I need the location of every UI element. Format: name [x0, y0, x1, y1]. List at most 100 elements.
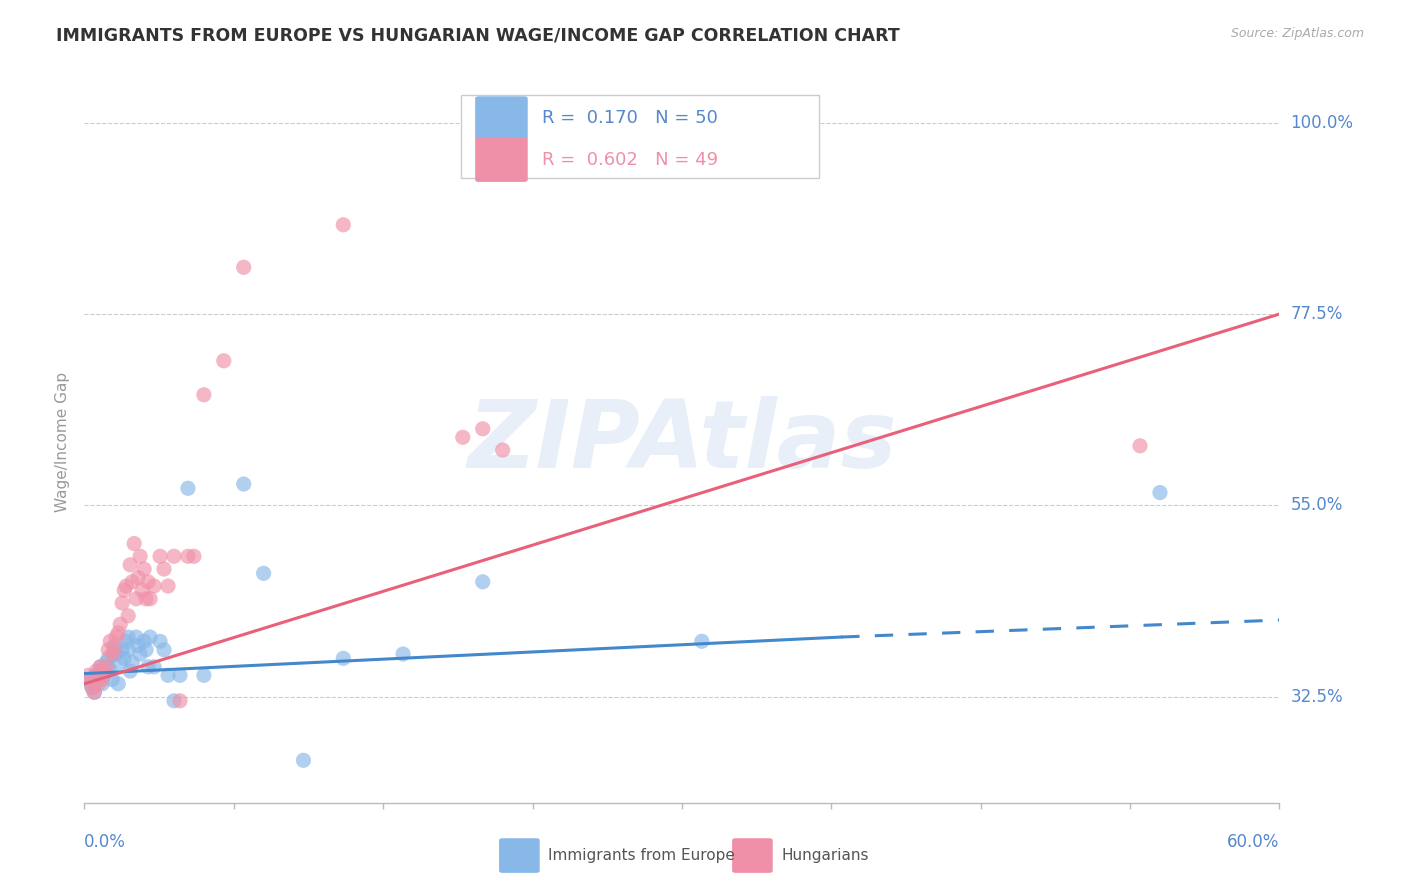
- Point: [153, 642, 176, 657]
- Point: [143, 579, 166, 593]
- Point: [87, 677, 110, 691]
- Point: [87, 673, 110, 687]
- Point: [132, 562, 156, 576]
- Point: [125, 630, 148, 644]
- Point: [121, 574, 143, 589]
- Point: [77, 673, 100, 687]
- Point: [111, 642, 134, 657]
- Point: [103, 647, 125, 661]
- Point: [77, 668, 100, 682]
- Point: [169, 668, 191, 682]
- Point: [451, 430, 474, 444]
- Point: [232, 260, 254, 275]
- Point: [110, 617, 132, 632]
- Point: [101, 647, 124, 661]
- Point: [96, 656, 118, 670]
- Text: Source: ZipAtlas.com: Source: ZipAtlas.com: [1230, 27, 1364, 40]
- Point: [157, 668, 180, 682]
- Point: [149, 634, 172, 648]
- Text: Immigrants from Europe: Immigrants from Europe: [548, 848, 735, 863]
- Point: [101, 673, 124, 687]
- Point: [89, 664, 111, 678]
- Point: [83, 685, 105, 699]
- Y-axis label: Wage/Income Gap: Wage/Income Gap: [55, 371, 70, 512]
- Point: [232, 477, 254, 491]
- Point: [97, 660, 120, 674]
- Point: [83, 685, 105, 699]
- Point: [177, 481, 200, 495]
- Point: [193, 388, 215, 402]
- Point: [129, 549, 152, 564]
- Point: [253, 566, 276, 581]
- Point: [91, 677, 114, 691]
- Text: Hungarians: Hungarians: [782, 848, 869, 863]
- Point: [1149, 485, 1171, 500]
- Text: 77.5%: 77.5%: [1291, 305, 1343, 323]
- Point: [131, 583, 153, 598]
- Point: [136, 660, 159, 674]
- Point: [105, 630, 128, 644]
- Point: [98, 664, 121, 678]
- Point: [79, 673, 101, 687]
- Point: [120, 664, 142, 678]
- Point: [103, 639, 125, 653]
- Point: [97, 651, 120, 665]
- Point: [122, 536, 145, 550]
- Point: [690, 634, 713, 648]
- Point: [82, 681, 104, 695]
- Point: [127, 639, 149, 653]
- FancyBboxPatch shape: [461, 95, 820, 178]
- FancyBboxPatch shape: [733, 838, 773, 873]
- Text: R =  0.170   N = 50: R = 0.170 N = 50: [543, 109, 718, 127]
- Point: [89, 668, 111, 682]
- Point: [212, 353, 235, 368]
- Point: [117, 608, 139, 623]
- Text: 55.0%: 55.0%: [1291, 496, 1343, 515]
- Point: [93, 668, 115, 682]
- Text: IMMIGRANTS FROM EUROPE VS HUNGARIAN WAGE/INCOME GAP CORRELATION CHART: IMMIGRANTS FROM EUROPE VS HUNGARIAN WAGE…: [56, 27, 900, 45]
- Point: [121, 656, 143, 670]
- Point: [86, 668, 108, 682]
- Point: [471, 574, 494, 589]
- Point: [107, 677, 129, 691]
- Point: [86, 664, 108, 678]
- Point: [143, 660, 166, 674]
- Text: 60.0%: 60.0%: [1227, 833, 1279, 851]
- Point: [103, 642, 125, 657]
- Point: [82, 681, 104, 695]
- Point: [332, 218, 354, 232]
- Text: 100.0%: 100.0%: [1291, 114, 1354, 132]
- Point: [96, 660, 118, 674]
- Point: [1129, 439, 1152, 453]
- Point: [177, 549, 200, 564]
- Point: [115, 634, 138, 648]
- Point: [193, 668, 215, 682]
- Point: [110, 656, 132, 670]
- Text: R =  0.602   N = 49: R = 0.602 N = 49: [543, 151, 718, 169]
- Point: [79, 677, 101, 691]
- Point: [111, 596, 134, 610]
- Point: [136, 574, 159, 589]
- Point: [105, 647, 128, 661]
- FancyBboxPatch shape: [475, 96, 527, 140]
- Point: [471, 422, 494, 436]
- Point: [163, 549, 186, 564]
- Text: 32.5%: 32.5%: [1291, 688, 1343, 706]
- Point: [97, 642, 120, 657]
- Text: ZIPAtlas: ZIPAtlas: [467, 395, 897, 488]
- Point: [115, 579, 138, 593]
- Point: [157, 579, 180, 593]
- Point: [292, 753, 315, 767]
- Point: [132, 634, 156, 648]
- Point: [492, 443, 515, 458]
- FancyBboxPatch shape: [499, 838, 540, 873]
- Point: [125, 591, 148, 606]
- Point: [89, 660, 111, 674]
- Point: [183, 549, 205, 564]
- Point: [93, 664, 115, 678]
- Point: [89, 660, 111, 674]
- Point: [98, 634, 121, 648]
- Point: [127, 570, 149, 584]
- Point: [112, 651, 135, 665]
- FancyBboxPatch shape: [475, 138, 527, 182]
